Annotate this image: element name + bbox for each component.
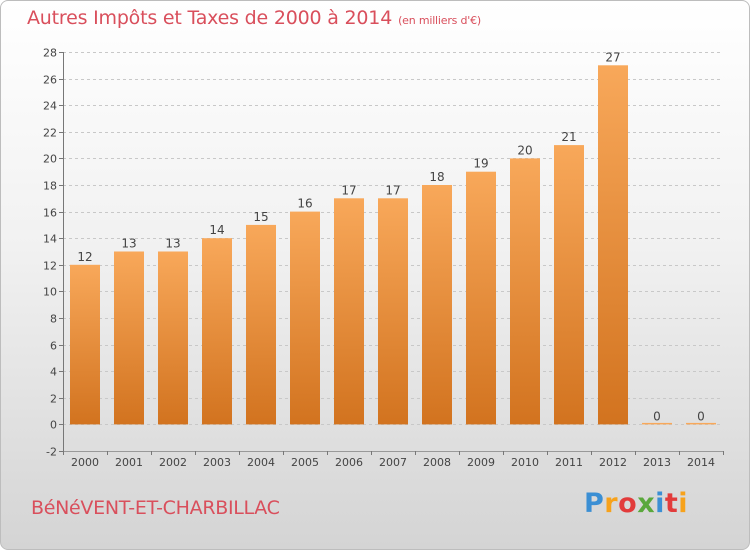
x-tick-label: 2004	[247, 456, 275, 469]
y-tick-label: 26	[43, 74, 57, 87]
value-label: 13	[165, 237, 180, 251]
chart-title: Autres Impôts et Taxes de 2000 à 2014 (en…	[27, 7, 481, 29]
y-tick-label: 16	[43, 207, 57, 220]
chart-title-text: Autres Impôts et Taxes de 2000 à 2014	[27, 7, 393, 29]
value-label: 20	[517, 143, 532, 157]
bar	[598, 65, 628, 425]
value-label: 13	[121, 237, 136, 251]
logo-letter: t	[664, 488, 679, 519]
y-tick-label: -2	[46, 446, 57, 459]
y-tick-label: 2	[50, 393, 57, 406]
chart-subtitle: (en milliers d'€)	[398, 14, 481, 27]
value-label: 0	[653, 409, 661, 423]
logo-letter: r	[604, 488, 619, 519]
x-tick-label: 2002	[159, 456, 187, 469]
value-label: 17	[385, 183, 400, 197]
logo-letter: i	[678, 488, 689, 519]
logo-letter: i	[655, 488, 665, 519]
bar	[202, 238, 232, 425]
y-tick-label: 24	[43, 100, 57, 113]
bar	[422, 185, 452, 425]
x-tick-label: 2012	[599, 456, 627, 469]
y-tick-label: 10	[43, 286, 57, 299]
labels: 12 13 13 14 15 16 17 17 18 19 20 21 27 0 0	[77, 50, 704, 423]
bars	[70, 65, 716, 425]
value-label: 0	[697, 409, 705, 423]
x-tick-label: 2001	[115, 456, 143, 469]
value-label: 27	[605, 50, 620, 64]
bar	[246, 224, 276, 425]
bar	[70, 264, 100, 425]
value-label: 21	[561, 130, 576, 144]
y-tick-label: 4	[50, 366, 57, 379]
x-tick-label: 2013	[643, 456, 671, 469]
value-label: 19	[473, 157, 488, 171]
x-tick-label: 2007	[379, 456, 407, 469]
x-tick-label: 2011	[555, 456, 583, 469]
value-label: 15	[253, 210, 268, 224]
bar	[158, 251, 188, 425]
value-label: 18	[429, 170, 444, 184]
y-tick-label: 14	[43, 233, 57, 246]
y-tick-label: 0	[50, 419, 57, 432]
logo-letter: x	[637, 488, 656, 519]
y-tick-label: 12	[43, 260, 57, 273]
bar	[686, 422, 716, 425]
bar	[642, 422, 672, 425]
value-label: 16	[297, 197, 312, 211]
x-tick-label: 2005	[291, 456, 319, 469]
logo-letter: P	[584, 488, 605, 519]
x-tick-label: 2009	[467, 456, 495, 469]
x-tick-label: 2014	[687, 456, 715, 469]
y-tick-label: 18	[43, 180, 57, 193]
bar	[466, 171, 496, 425]
bar	[334, 198, 364, 425]
logo-letter: o	[618, 488, 638, 519]
value-label: 14	[209, 223, 224, 237]
bar	[510, 158, 540, 425]
bar	[378, 198, 408, 425]
x-tick-label: 2006	[335, 456, 363, 469]
y-tick-label: 6	[50, 340, 57, 353]
y-tick-label: 22	[43, 127, 57, 140]
value-label: 17	[341, 183, 356, 197]
x-tick-label: 2003	[203, 456, 231, 469]
y-tick-label: 20	[43, 153, 57, 166]
y-tick-label: 28	[43, 47, 57, 60]
proxiti-logo[interactable]: Proxiti	[584, 488, 688, 519]
bar	[290, 211, 320, 425]
value-label: 12	[77, 250, 92, 264]
x-tick-label: 2000	[71, 456, 99, 469]
x-tick-label: 2008	[423, 456, 451, 469]
x-tick-label: 2010	[511, 456, 539, 469]
commune-name: BéNéVENT-ET-CHARBILLAC	[31, 497, 280, 519]
bar	[114, 251, 144, 425]
bar	[554, 145, 584, 425]
y-tick-label: 8	[50, 313, 57, 326]
